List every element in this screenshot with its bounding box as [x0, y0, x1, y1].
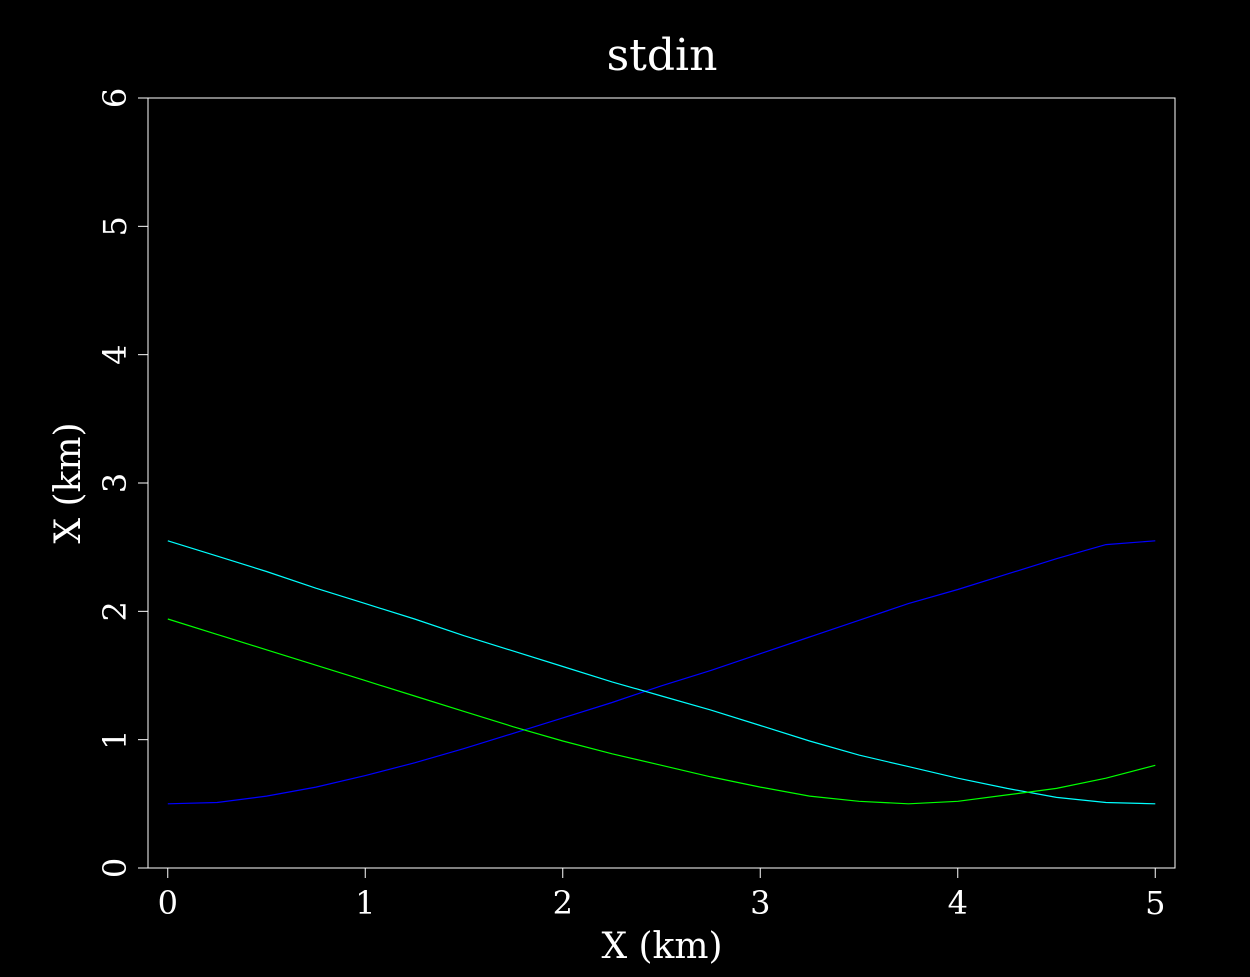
x-tick-label: 0 [158, 884, 178, 922]
y-tick-label: 6 [96, 88, 134, 108]
series-line-3 [167, 618, 1156, 805]
x-tick-label: 1 [355, 884, 375, 922]
chart-title: stdin [607, 30, 718, 81]
x-tick-label: 3 [750, 884, 770, 922]
y-tick-label: 0 [96, 858, 134, 878]
y-tick-label: 5 [96, 216, 134, 236]
x-axis-ticks: 0 1 2 3 4 5 [158, 868, 1165, 922]
series-line-1 [167, 540, 1156, 805]
series-layer [167, 540, 1156, 805]
x-tick-label: 2 [553, 884, 573, 922]
y-tick-label: 4 [96, 344, 134, 364]
y-axis-label: X (km) [48, 422, 89, 543]
y-tick-label: 1 [96, 729, 134, 749]
y-axis-ticks: 0 1 2 3 4 5 6 [96, 88, 148, 878]
x-tick-label: 5 [1145, 884, 1165, 922]
y-tick-label: 2 [96, 601, 134, 621]
x-axis-label: X (km) [601, 926, 722, 967]
series-line-2 [167, 540, 1156, 805]
y-tick-label: 3 [96, 473, 134, 493]
x-tick-label: 4 [948, 884, 968, 922]
